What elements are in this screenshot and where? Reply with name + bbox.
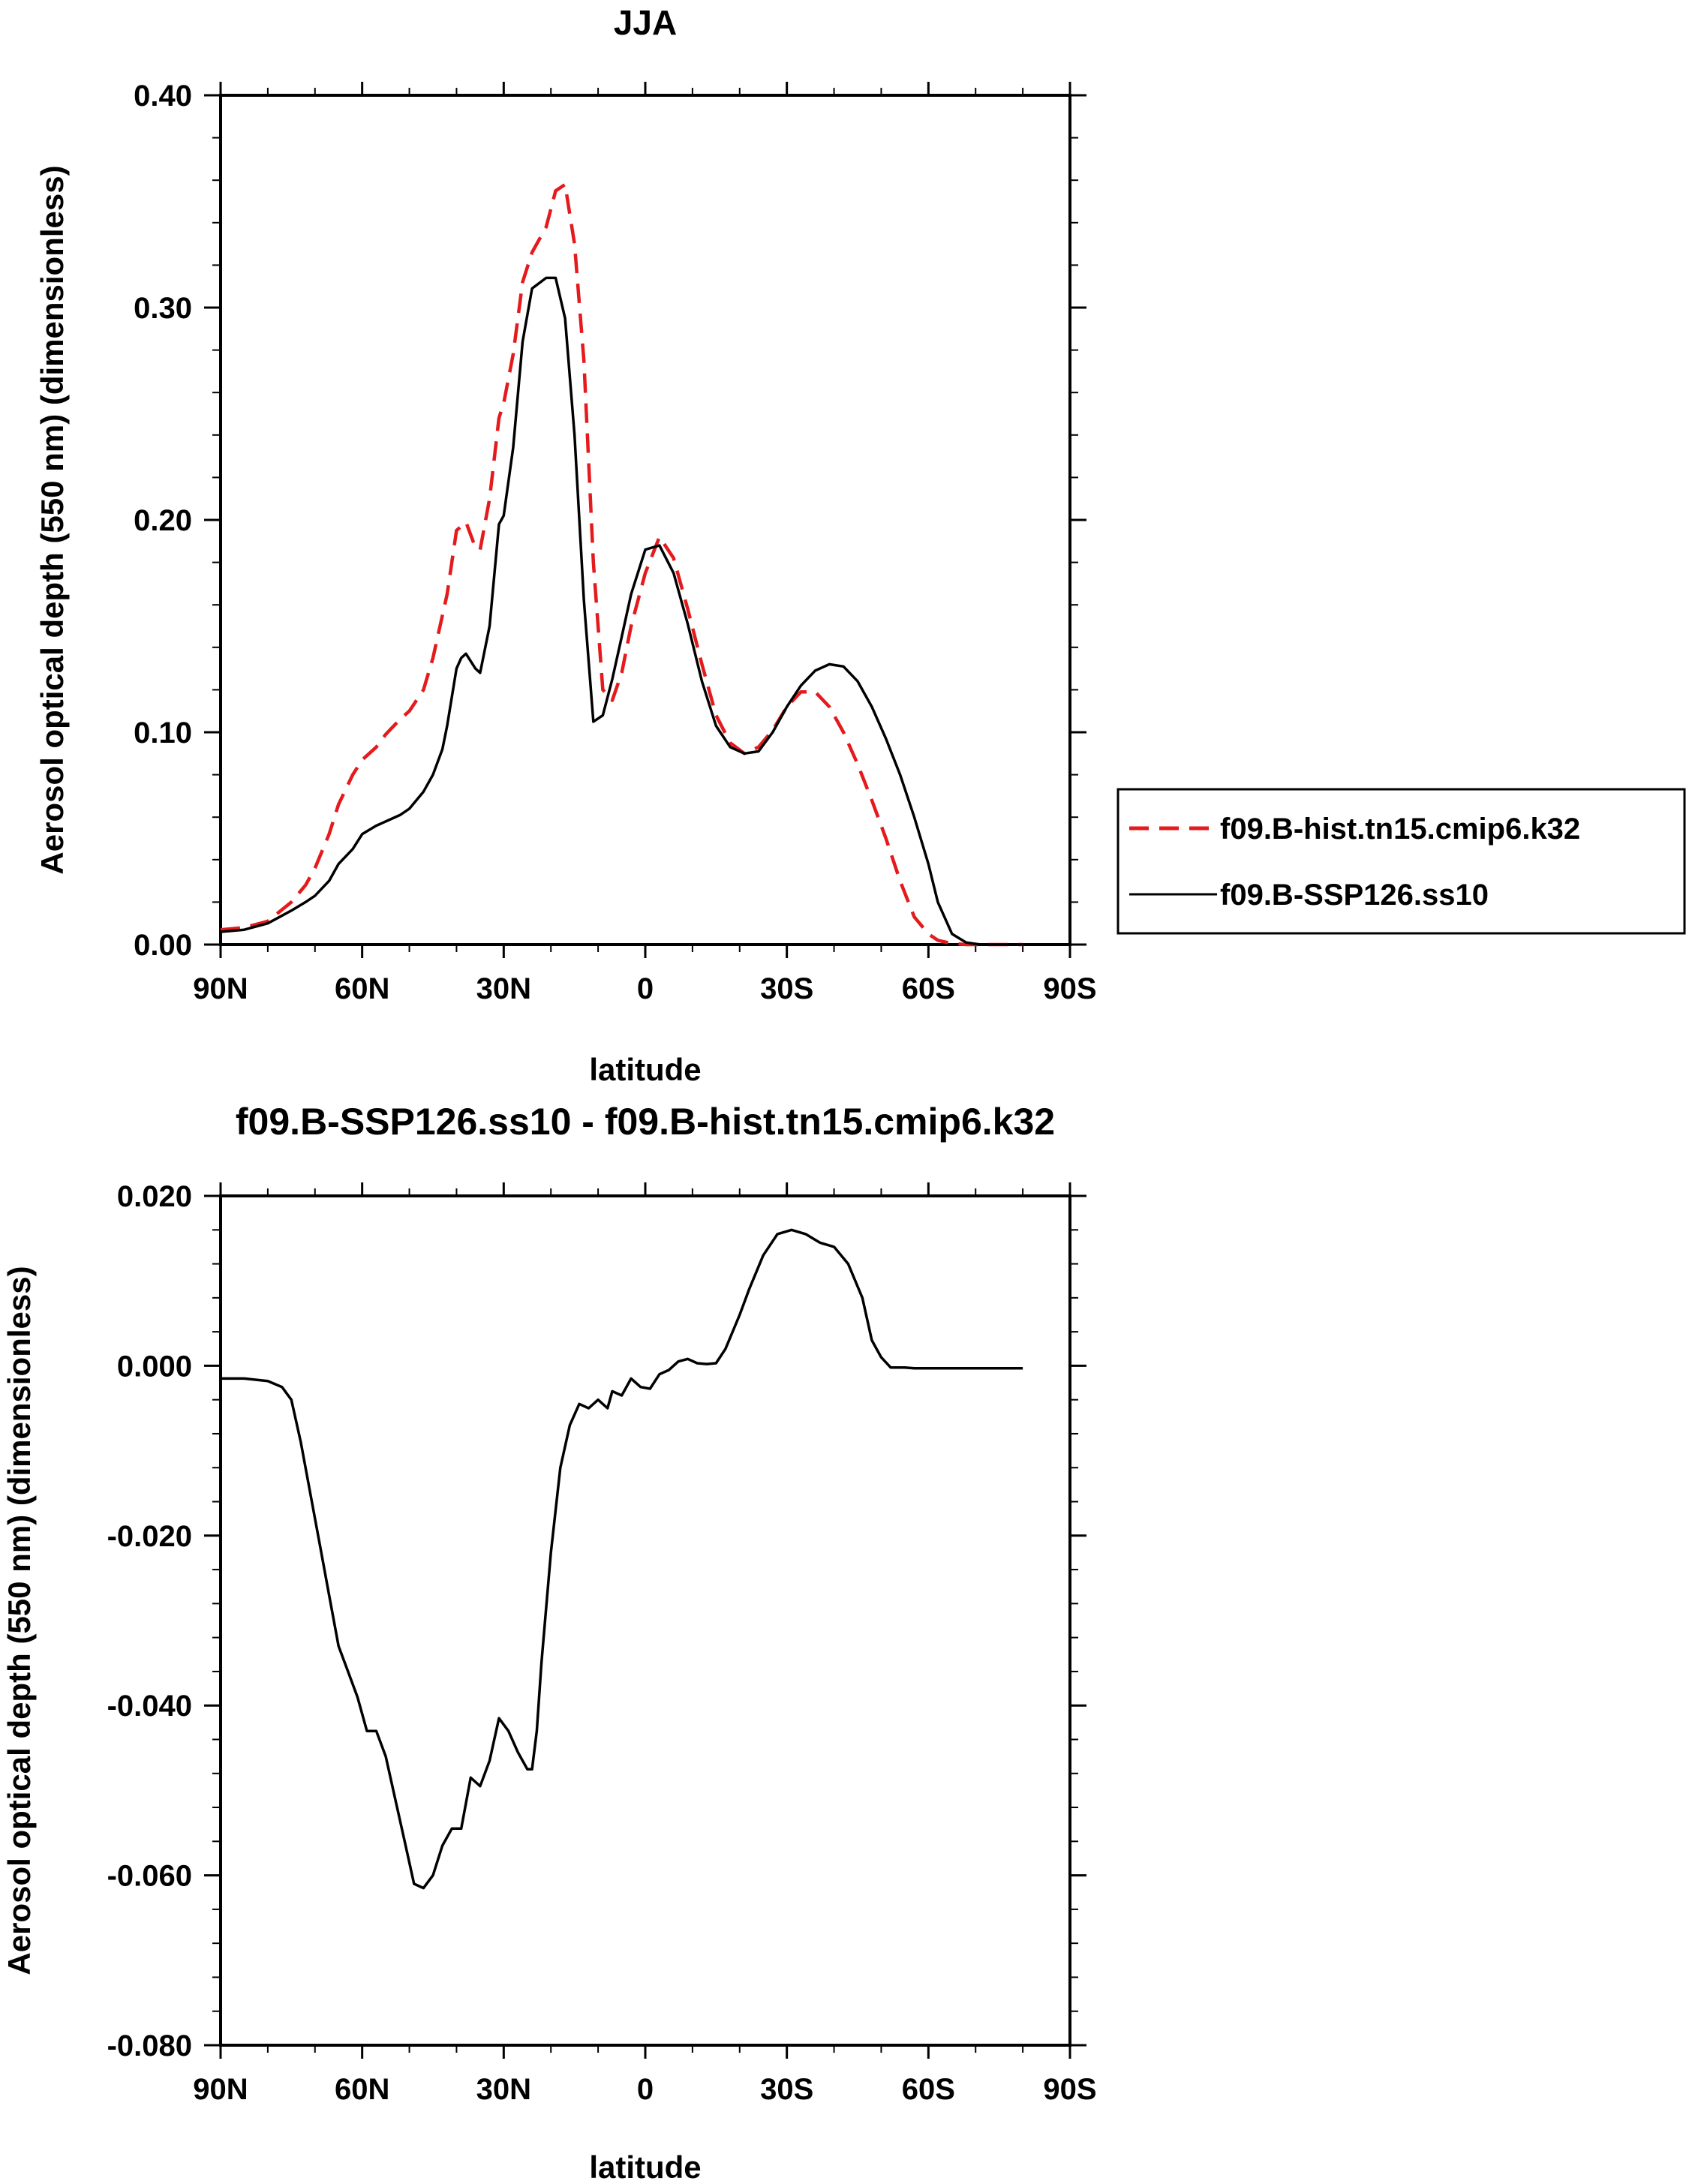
bottom-y-tick-label: -0.080 <box>107 2029 192 2062</box>
bottom-x-tick-label: 0 <box>637 2073 654 2106</box>
bottom-series-group <box>221 1228 1023 1890</box>
top-y-axis-label: Aerosol optical depth (550 nm) (dimensio… <box>35 165 70 874</box>
bottom-x-tick-label: 90S <box>1043 2073 1096 2106</box>
top-chart-title: JJA <box>614 3 677 42</box>
bottom-panel: f09.B-SSP126.ss10 - f09.B-hist.tn15.cmip… <box>2 1101 1097 2184</box>
bottom-y-tick-label: -0.060 <box>107 1860 192 1893</box>
top-x-tick-label: 60N <box>335 972 389 1005</box>
bottom-x-tick-label: 60S <box>902 2073 955 2106</box>
bottom-y-tick-label: 0.020 <box>117 1180 192 1213</box>
top-y-tick-label: 0.00 <box>134 929 192 962</box>
bottom-series-line-0 <box>221 1228 1023 1890</box>
bottom-chart-title: f09.B-SSP126.ss10 - f09.B-hist.tn15.cmip… <box>236 1101 1055 1143</box>
legend-label-hist: f09.B-hist.tn15.cmip6.k32 <box>1220 813 1580 846</box>
bottom-plot-frame <box>219 1194 1071 2047</box>
bottom-y-axis-label: Aerosol optical depth (550 nm) (dimensio… <box>2 1266 37 1975</box>
top-x-tick-label: 90N <box>193 972 248 1005</box>
legend-label-ssp: f09.B-SSP126.ss10 <box>1220 879 1489 912</box>
legend-box <box>1116 788 1686 935</box>
top-panel: JJA 90N 60N 30N 0 30S 60S 90S 0.00 0.10 0.20 0.30 0… <box>35 3 1686 1087</box>
bottom-y-tick-label: 0.000 <box>117 1350 192 1383</box>
top-x-tick-label: 30N <box>476 972 531 1005</box>
bottom-x-tick-label: 60N <box>335 2073 389 2106</box>
bottom-x-tick-label: 90N <box>193 2073 248 2106</box>
top-series-line-0 <box>220 182 1023 947</box>
top-x-tick-label: 60S <box>902 972 955 1005</box>
top-y-tick-label: 0.20 <box>134 504 192 537</box>
legend: f09.B-hist.tn15.cmip6.k32 f09.B-SSP126.s… <box>1116 788 1686 935</box>
top-x-axis-label: latitude <box>589 1052 701 1087</box>
top-y-tick-label: 0.40 <box>134 80 192 113</box>
bottom-y-tick-label: -0.040 <box>107 1690 192 1723</box>
top-plot-frame <box>219 94 1071 946</box>
top-y-tick-label: 0.10 <box>134 716 192 750</box>
bottom-axes: 90N 60N 30N 0 30S 60S 90S -0.080 -0.060 -0.040 -0.… <box>107 1180 1097 2106</box>
top-series-line-1 <box>220 276 1023 946</box>
top-axes: 90N 60N 30N 0 30S 60S 90S 0.00 0.10 0.20 0.30 0.40 <box>134 80 1096 1005</box>
bottom-x-tick-label: 30S <box>760 2073 813 2106</box>
top-y-tick-label: 0.30 <box>134 292 192 325</box>
top-series-group <box>220 182 1023 947</box>
bottom-y-tick-label: -0.020 <box>107 1520 192 1553</box>
top-x-tick-label: 0 <box>637 972 654 1005</box>
bottom-x-axis-label: latitude <box>589 2149 701 2184</box>
top-x-tick-label: 30S <box>760 972 813 1005</box>
bottom-x-tick-label: 30N <box>476 2073 531 2106</box>
top-x-tick-label: 90S <box>1043 972 1096 1005</box>
